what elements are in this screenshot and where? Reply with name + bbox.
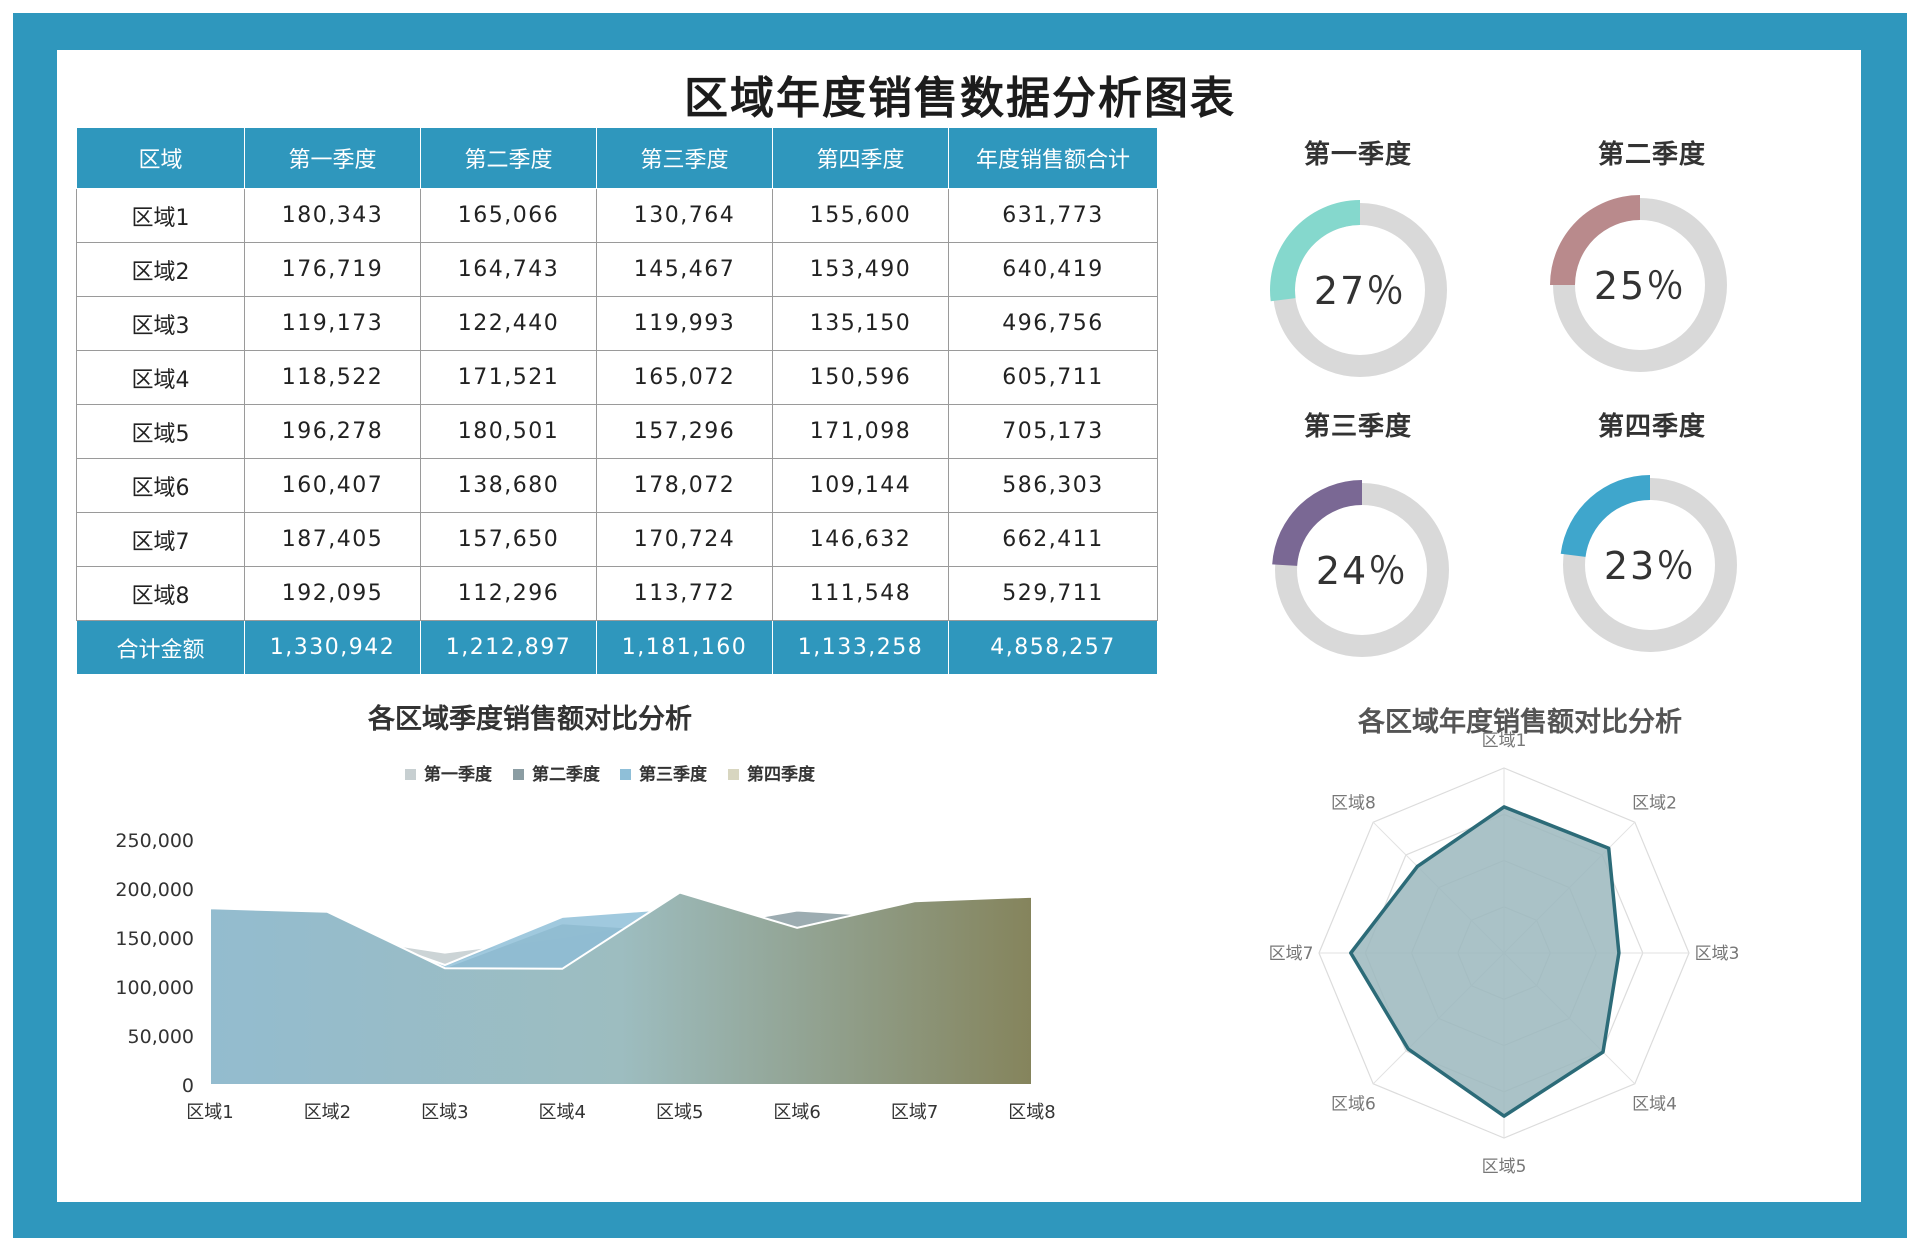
donut-q2-title: 第二季度 (1597, 140, 1706, 170)
header-q4: 第四季度 (772, 127, 949, 189)
q1-cell: 119,173 (244, 296, 421, 351)
table-row: 区域3 119,173 122,440 119,993 135,150 496,… (76, 296, 1158, 351)
legend-swatch (405, 769, 416, 780)
y-tick-label: 0 (182, 1075, 194, 1097)
x-tick-label: 区域1 (186, 1102, 233, 1123)
q4-cell: 171,098 (772, 404, 949, 459)
area-chart-title: 各区域季度销售额对比分析 (368, 704, 692, 735)
donut-q3-title: 第三季度 (1303, 412, 1412, 442)
region-cell: 区域1 (76, 188, 245, 243)
q4-cell: 150,596 (772, 350, 949, 405)
q2-cell: 171,521 (420, 350, 597, 405)
radar-chart-title: 各区域年度销售额对比分析 (1358, 707, 1682, 738)
table-row: 区域6 160,407 138,680 178,072 109,144 586,… (76, 458, 1158, 513)
q4-cell: 153,490 (772, 242, 949, 297)
q1-cell: 118,522 (244, 350, 421, 405)
total-cell: 496,756 (948, 296, 1158, 351)
area-series-1 (209, 891, 1033, 1086)
table-header-row: 区域 第一季度 第二季度 第三季度 第四季度 年度销售额合计 (76, 127, 1158, 189)
radar-axis-label: 区域4 (1632, 1095, 1677, 1115)
legend-label: 第一季度 (424, 764, 493, 785)
sales-data-table: 区域 第一季度 第二季度 第三季度 第四季度 年度销售额合计 区域1 180,3… (76, 127, 1158, 675)
radar-axis-label: 区域6 (1331, 1095, 1376, 1115)
q1-cell: 196,278 (244, 404, 421, 459)
legend-swatch (620, 769, 631, 780)
q2-total-cell: 1,212,897 (420, 620, 597, 675)
q4-cell: 135,150 (772, 296, 949, 351)
legend-swatch (513, 769, 524, 780)
donut-q4-title: 第四季度 (1597, 412, 1706, 442)
legend-label: 第四季度 (747, 764, 816, 785)
region-cell: 区域3 (76, 296, 245, 351)
q3-cell: 170,724 (596, 512, 773, 567)
total-cell: 705,173 (948, 404, 1158, 459)
y-tick-label: 250,000 (115, 830, 194, 852)
legend-label: 第二季度 (532, 764, 601, 785)
grand-total-cell: 4,858,257 (948, 620, 1158, 675)
radar-axis-label: 区域8 (1331, 793, 1376, 813)
q3-cell: 178,072 (596, 458, 773, 513)
legend-label: 第三季度 (639, 764, 708, 785)
x-tick-label: 区域3 (421, 1102, 468, 1123)
q3-total-cell: 1,181,160 (596, 620, 773, 675)
y-tick-label: 200,000 (115, 879, 194, 901)
x-tick-label: 区域8 (1008, 1102, 1055, 1123)
q2-cell: 157,650 (420, 512, 597, 567)
radar-series-area (1349, 805, 1621, 1118)
x-tick-label: 区域6 (773, 1102, 820, 1123)
radar-axis-label: 区域3 (1695, 944, 1740, 964)
y-tick-label: 150,000 (115, 928, 194, 950)
q4-cell: 155,600 (772, 188, 949, 243)
q2-cell: 138,680 (420, 458, 597, 513)
y-tick-label: 50,000 (128, 1026, 194, 1048)
total-cell: 605,711 (948, 350, 1158, 405)
q4-cell: 111,548 (772, 566, 949, 621)
radar-axis-label: 区域2 (1632, 793, 1677, 813)
x-tick-label: 区域7 (891, 1102, 938, 1123)
region-cell: 区域4 (76, 350, 245, 405)
y-tick-label: 100,000 (115, 977, 194, 999)
header-q2: 第二季度 (420, 127, 597, 189)
page-title: 区域年度销售数据分析图表 (684, 73, 1236, 124)
q4-cell: 109,144 (772, 458, 949, 513)
radar-axis-label: 区域5 (1482, 1157, 1527, 1177)
table-row: 区域7 187,405 157,650 170,724 146,632 662,… (76, 512, 1158, 567)
table-total-row: 合计金额 1,330,942 1,212,897 1,181,160 1,133… (76, 620, 1158, 675)
radar-axis-label: 区域7 (1269, 944, 1314, 964)
donut-q1-title: 第一季度 (1303, 140, 1412, 170)
x-tick-label: 区域4 (539, 1102, 586, 1123)
x-tick-label: 区域2 (304, 1102, 351, 1123)
total-label-cell: 合计金额 (76, 620, 245, 675)
header-q3: 第三季度 (596, 127, 773, 189)
header-annual-total: 年度销售额合计 (948, 127, 1158, 189)
region-cell: 区域6 (76, 458, 245, 513)
q1-cell: 160,407 (244, 458, 421, 513)
total-cell: 529,711 (948, 566, 1158, 621)
q3-cell: 113,772 (596, 566, 773, 621)
q2-cell: 165,066 (420, 188, 597, 243)
table-row: 区域8 192,095 112,296 113,772 111,548 529,… (76, 566, 1158, 621)
region-cell: 区域8 (76, 566, 245, 621)
table-row: 区域1 180,343 165,066 130,764 155,600 631,… (76, 188, 1158, 243)
q4-cell: 146,632 (772, 512, 949, 567)
q1-total-cell: 1,330,942 (244, 620, 421, 675)
q2-cell: 164,743 (420, 242, 597, 297)
total-cell: 586,303 (948, 458, 1158, 513)
q2-cell: 180,501 (420, 404, 597, 459)
q3-cell: 130,764 (596, 188, 773, 243)
radar-axis-label: 区域1 (1482, 731, 1527, 751)
legend-swatch (728, 769, 739, 780)
q1-cell: 180,343 (244, 188, 421, 243)
q4-total-cell: 1,133,258 (772, 620, 949, 675)
q3-cell: 119,993 (596, 296, 773, 351)
x-tick-label: 区域5 (656, 1102, 703, 1123)
table-row: 区域4 118,522 171,521 165,072 150,596 605,… (76, 350, 1158, 405)
